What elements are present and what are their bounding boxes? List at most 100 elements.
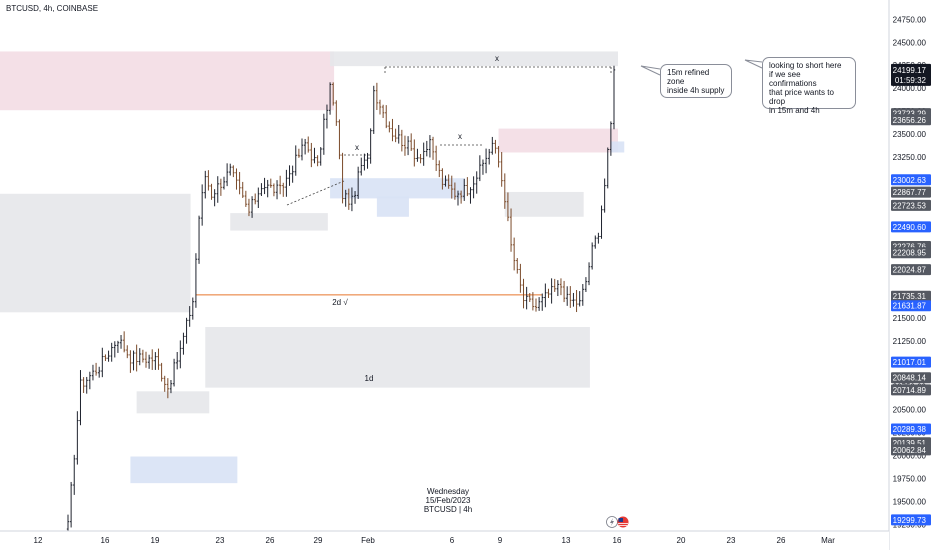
- countdown-label: 01:59:32: [895, 76, 927, 85]
- ohlc-bar: [216, 176, 219, 203]
- price-badge: 22024.87: [891, 264, 931, 276]
- callout-pointer-plan: [744, 59, 763, 69]
- ohlc-bar: [119, 334, 123, 349]
- ohlc-bar: [400, 129, 404, 152]
- time-tick-label: Feb: [361, 536, 375, 545]
- price-tick-label: 24000.00: [893, 84, 927, 93]
- price-badge: 22490.60: [891, 221, 931, 233]
- ohlc-bar: [132, 350, 135, 371]
- price-badge: 20714.89: [891, 384, 931, 396]
- ohlc-bar: [603, 178, 606, 213]
- ohlc-bar: [472, 176, 475, 199]
- time-tick-label: 23: [727, 536, 736, 545]
- ohlc-bar: [300, 138, 304, 161]
- ohlc-bar: [222, 176, 226, 190]
- ohlc-bar: [385, 105, 388, 129]
- ohlc-bar: [210, 183, 213, 200]
- ohlc-bar: [450, 175, 453, 199]
- ohlc-bar: [266, 179, 269, 198]
- ohlc-bar: [566, 286, 569, 306]
- ohlc-bar: [425, 140, 428, 157]
- price-badge: 21631.87: [891, 300, 931, 312]
- ohlc-bar: [325, 104, 329, 129]
- price-badge-label: 20139.51: [893, 439, 927, 448]
- ohlc-bar: [484, 148, 488, 174]
- ohlc-bar: [556, 280, 560, 297]
- ohlc-bar: [434, 145, 438, 171]
- ohlc-bar: [353, 191, 357, 204]
- ohlc-bar: [282, 182, 285, 197]
- ohlc-bar: [204, 170, 207, 199]
- price-badge: 23656.26: [891, 114, 931, 126]
- price-tick-label: 24750.00: [893, 15, 927, 24]
- time-tick-label: 16: [613, 536, 622, 545]
- price-badge-label: 23002.63: [893, 176, 927, 185]
- ohlc-bar: [332, 82, 335, 106]
- zone-grey-8: [0, 193, 191, 313]
- time-axis[interactable]: 12 16 19 23 26 29 Feb 6 9 13 16 20 23 26 Mar: [0, 516, 889, 550]
- ohlc-bar: [303, 138, 307, 155]
- ohlc-bar: [172, 358, 176, 387]
- ohlc-bar: [179, 340, 182, 369]
- ohlc-bar: [322, 113, 326, 155]
- callout-short-plan[interactable]: looking to short here if we see confirma…: [762, 57, 856, 115]
- price-tick-label: 24500.00: [893, 38, 927, 47]
- ohlc-bar: [553, 278, 556, 292]
- ohlc-bar: [135, 344, 138, 372]
- ohlc-bar: [113, 341, 116, 358]
- ohlc-bar: [151, 349, 154, 370]
- time-tick-label: 13: [562, 536, 571, 545]
- ohlc-bar: [410, 133, 413, 151]
- ohlc-bar: [391, 118, 394, 142]
- ohlc-bar: [509, 208, 513, 252]
- ohlc-bar: [416, 148, 419, 162]
- price-badge: 22723.53: [891, 199, 931, 211]
- ohlc-bar: [578, 291, 581, 307]
- ohlc-bar: [534, 298, 538, 312]
- us-flag-icon[interactable]: [617, 516, 629, 528]
- ohlc-bar: [381, 104, 385, 118]
- ohlc-bar: [257, 187, 260, 208]
- ohlc-bar: [101, 347, 104, 378]
- flash-icon[interactable]: [606, 516, 618, 528]
- ohlc-bar: [194, 253, 198, 308]
- ohlc-bar: [176, 351, 179, 370]
- price-badge-label: 22867.77: [893, 188, 927, 197]
- price-badge-label: 21631.87: [893, 302, 927, 311]
- ohlc-bar: [185, 317, 188, 344]
- zone-grey-1: [330, 51, 618, 67]
- ohlc-bar: [581, 284, 584, 306]
- zone-demand-5: [376, 196, 409, 217]
- price-badge-label: 22276.76: [893, 242, 927, 251]
- callout-refined-zone[interactable]: 15m refined zone inside 4h supply: [660, 64, 732, 98]
- ohlc-bar: [347, 188, 350, 210]
- ohlc-bar: [328, 82, 332, 115]
- ohlc-bar: [107, 350, 110, 362]
- ohlc-bar: [369, 128, 372, 164]
- ohlc-bar: [82, 377, 85, 393]
- ohlc-bar: [238, 171, 241, 195]
- ohlc-bar: [512, 237, 516, 271]
- time-tick-label: 16: [101, 536, 110, 545]
- ohlc-bar: [541, 293, 544, 311]
- ohlc-bar: [522, 278, 525, 309]
- ohlc-bar: [478, 155, 482, 182]
- price-axis[interactable]: 24750.0024500.0024250.0024000.0023750.00…: [888, 0, 932, 550]
- ohlc-bar: [413, 139, 416, 167]
- ohlc-bar: [313, 147, 316, 164]
- ohlc-bar: [506, 192, 510, 222]
- ohlc-bar: [428, 135, 432, 158]
- price-badge: 23002.63: [891, 174, 931, 186]
- ohlc-bar: [66, 514, 70, 532]
- ohlc-bar: [375, 82, 379, 111]
- price-badge-label: 22490.60: [893, 223, 927, 232]
- ohlc-bar: [378, 99, 382, 115]
- ohlc-bar: [157, 348, 160, 370]
- ohlc-bar: [129, 350, 132, 373]
- last-price-label: 24199.17: [893, 66, 927, 75]
- ohlc-bar: [444, 175, 447, 187]
- price-badge-label: 21017.01: [893, 358, 927, 367]
